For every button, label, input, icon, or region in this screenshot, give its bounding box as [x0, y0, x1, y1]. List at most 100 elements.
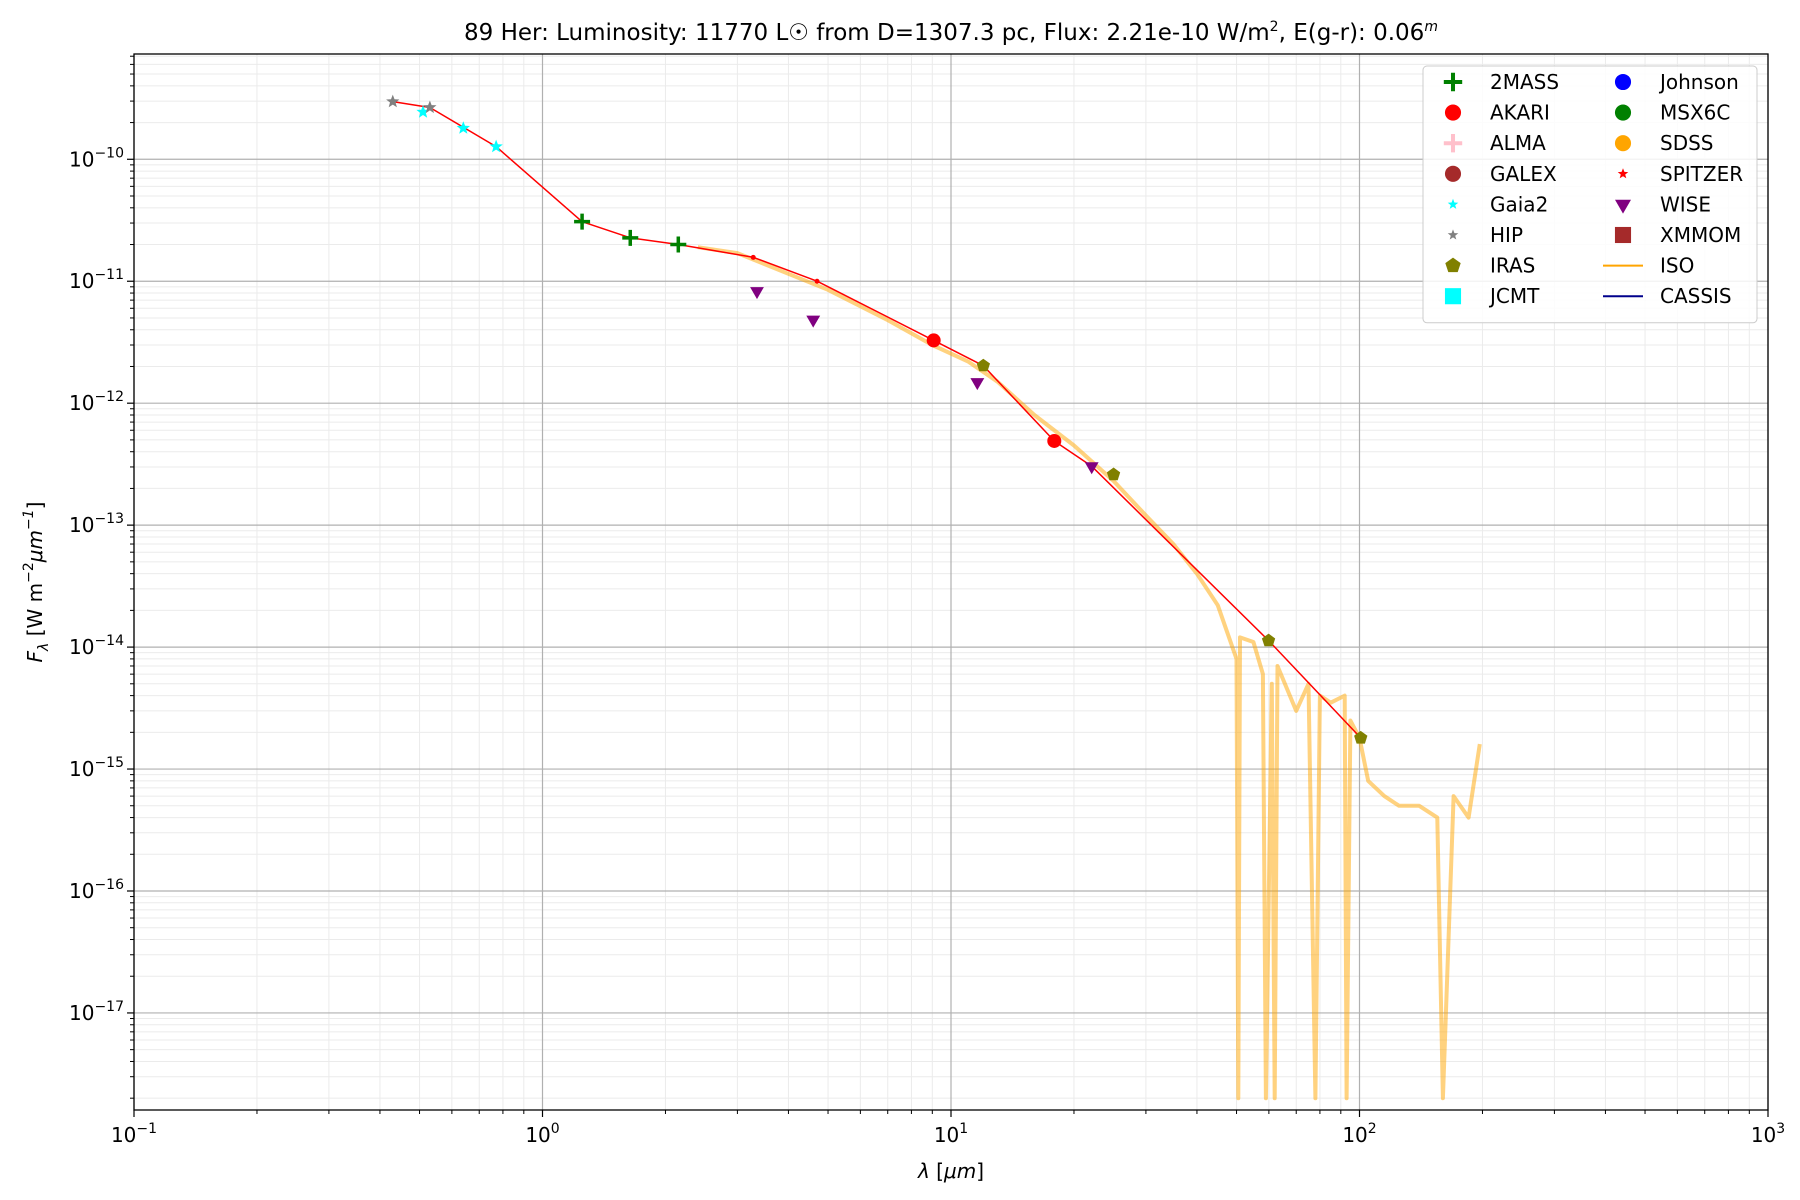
- marker-dot: [750, 254, 756, 260]
- tick-exp: −10: [94, 145, 124, 161]
- y-axis-label: Fλ [W m−2μm−1]: [21, 502, 52, 663]
- tick-exp: −17: [94, 999, 124, 1015]
- x-tick-label: 101: [934, 1121, 968, 1147]
- label-part: [: [930, 1159, 944, 1183]
- marker-circle: [1444, 104, 1462, 121]
- marker-circle: [926, 333, 941, 348]
- tick-base: 10: [69, 391, 94, 415]
- x-axis-label: λ [μm]: [917, 1159, 984, 1183]
- tick-base: 10: [111, 1123, 136, 1147]
- tick-exp: −15: [94, 755, 124, 771]
- y-tick-label: 10−14: [69, 633, 124, 659]
- tick-exp: −11: [94, 267, 124, 283]
- marker-plus: [574, 213, 591, 230]
- y-tick-label: 10−13: [69, 511, 124, 537]
- y-tick-label: 10−11: [69, 267, 124, 293]
- marker-pentagon: [1261, 633, 1276, 647]
- tick-base: 10: [1342, 1123, 1367, 1147]
- marker-star: [386, 94, 400, 108]
- marker-plus: [670, 236, 687, 253]
- title-text: 89 Her: Luminosity: 11770 L☉ from D=1307…: [464, 20, 1270, 46]
- spectrum: [697, 245, 1482, 1101]
- tick-exp: 1: [959, 1121, 968, 1137]
- marker-triangle: [750, 287, 764, 300]
- tick-base: 10: [69, 269, 94, 293]
- marker-square: [1444, 288, 1462, 305]
- tick-base: 10: [69, 757, 94, 781]
- legend-label: SPITZER: [1660, 162, 1743, 186]
- marker-plus: [1443, 134, 1463, 153]
- label-part: μm: [23, 530, 47, 563]
- legend-label: SDSS: [1660, 131, 1714, 155]
- marker-dot: [814, 278, 820, 284]
- marker-plus: [622, 229, 639, 246]
- marker-star: [423, 100, 437, 114]
- marker-star: [1617, 168, 1629, 179]
- tick-exp: 2: [1368, 1121, 1377, 1137]
- legend-label: XMMOM: [1660, 223, 1741, 247]
- legend-label: CASSIS: [1660, 284, 1732, 308]
- label-part: [W m: [23, 583, 47, 643]
- label-part: −1: [21, 509, 37, 530]
- legend-label: IRAS: [1490, 254, 1535, 278]
- marker-pentagon: [976, 358, 990, 372]
- label-part: F: [23, 650, 47, 662]
- tick-base: 10: [69, 635, 94, 659]
- legend-box: [1422, 65, 1758, 324]
- label-part: −2: [21, 562, 37, 583]
- tick-exp: −13: [94, 511, 124, 527]
- marker-star: [1447, 198, 1459, 209]
- legend-label: WISE: [1660, 192, 1711, 216]
- marker-star: [416, 105, 430, 118]
- marker-pentagon: [1354, 730, 1368, 744]
- x-tick-label: 103: [1751, 1121, 1785, 1147]
- marker-square: [1614, 226, 1632, 244]
- marker-circle: [1614, 104, 1632, 121]
- chart-title: 89 Her: Luminosity: 11770 L☉ from D=1307…: [464, 19, 1438, 46]
- y-tick-label: 10−16: [69, 877, 124, 903]
- model-line: [392, 100, 1362, 739]
- legend-label: Johnson: [1658, 70, 1739, 94]
- marker-plus: [1443, 72, 1463, 92]
- marker-circle: [1614, 73, 1632, 91]
- title-text: , E(g-r): 0.06: [1279, 20, 1425, 46]
- y-tick-label: 10−15: [69, 755, 124, 781]
- plot-area: [386, 94, 1482, 1101]
- tick-base: 10: [69, 879, 94, 903]
- title-sup: 2: [1270, 19, 1279, 35]
- marker-star: [1447, 229, 1459, 240]
- tick-base: 10: [69, 147, 94, 171]
- marker-triangle: [1615, 199, 1631, 214]
- tick-exp: −12: [94, 389, 124, 405]
- plot-frame: [133, 53, 1769, 1111]
- legend-label: MSX6C: [1660, 101, 1730, 125]
- marker-circle: [1444, 165, 1462, 182]
- legend: 2MASS AKARI ALMA GALEX Gaia2 HIP IRAS JCMT Johns…: [1422, 65, 1758, 324]
- x-tick-label: 100: [525, 1121, 559, 1147]
- label-part: λ: [917, 1159, 930, 1183]
- marker-circle: [1614, 135, 1632, 152]
- title-sup: m: [1424, 19, 1438, 35]
- tick-base: 10: [934, 1123, 959, 1147]
- marker-triangle: [970, 378, 985, 391]
- y-tick-label: 10−10: [69, 145, 124, 171]
- marker-pentagon: [1106, 467, 1121, 481]
- legend-label: ALMA: [1490, 131, 1546, 155]
- y-tick-label: 10−12: [69, 389, 124, 415]
- tick-exp: −16: [94, 877, 124, 893]
- tick-base: 10: [69, 513, 94, 537]
- marker-triangle: [1084, 462, 1099, 475]
- marker-circle: [1047, 433, 1062, 448]
- tick-exp: 0: [551, 1121, 560, 1137]
- legend-label: 2MASS: [1490, 70, 1559, 94]
- legend-label: JCMT: [1488, 284, 1540, 308]
- marker-pentagon: [1445, 257, 1461, 273]
- y-tick-label: 10−17: [69, 999, 124, 1025]
- marker-triangle: [806, 315, 821, 328]
- legend-label: Gaia2: [1490, 192, 1548, 216]
- x-tick-label: 102: [1342, 1121, 1376, 1147]
- tick-base: 10: [1751, 1123, 1776, 1147]
- tick-exp: 3: [1776, 1121, 1785, 1137]
- legend-label: ISO: [1660, 254, 1694, 278]
